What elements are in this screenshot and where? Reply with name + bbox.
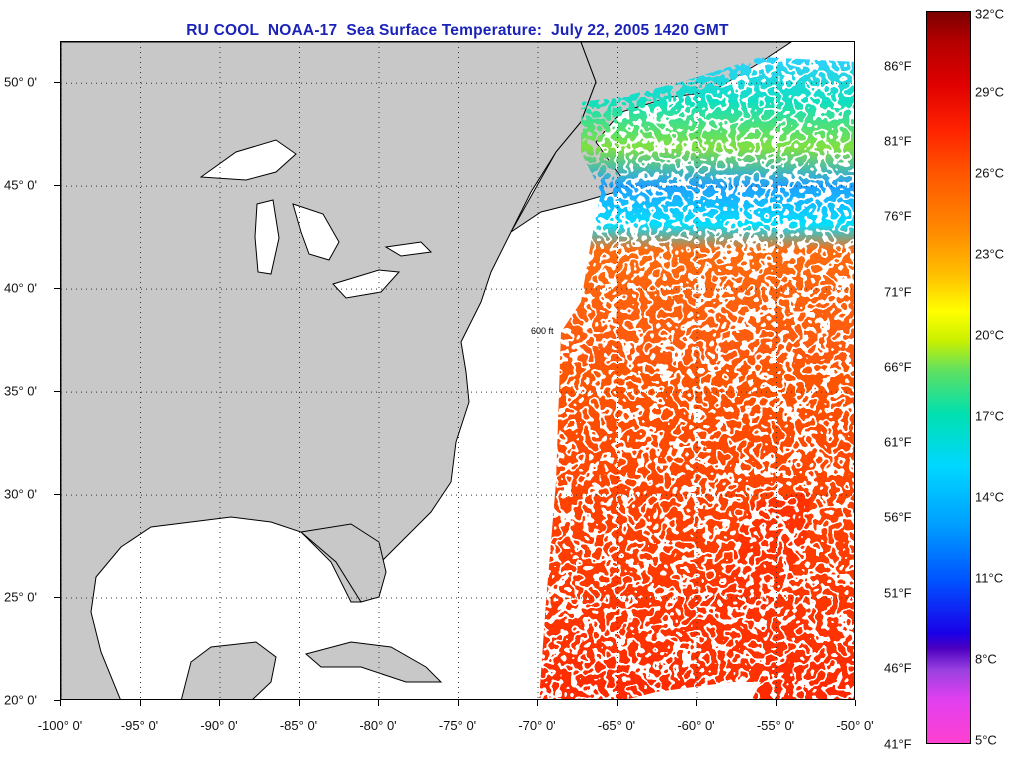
lon-tick (60, 700, 61, 706)
lon-tick-label: -50° 0' (836, 718, 874, 733)
lat-tick-label: 30° 0' (4, 486, 37, 502)
land-florida (299, 523, 387, 603)
lon-tick-label: -95° 0' (120, 718, 159, 733)
lon-tick (457, 700, 459, 706)
lon-tick (855, 700, 856, 706)
sst-map-graphic: 600 ft (61, 42, 854, 699)
lat-tick-label: 40° 0' (4, 280, 37, 296)
fahrenheit-label: 86°F (884, 58, 912, 74)
sst-swath (539, 57, 854, 699)
sst-map[interactable]: 600 ft (60, 41, 855, 700)
lat-tick-label: 35° 0' (4, 383, 37, 399)
lon-tick-label: -55° 0' (756, 718, 795, 733)
land-cuba (304, 641, 443, 683)
lat-tick (54, 82, 60, 84)
celsius-label: 8°C (975, 651, 997, 667)
lon-tick (219, 700, 220, 706)
lon-tick (537, 700, 538, 706)
celsius-label: 14°C (975, 489, 1005, 505)
lat-tick-label: 45° 0' (4, 177, 37, 193)
lat-tick (54, 391, 60, 393)
fahrenheit-label: 41°F (884, 736, 912, 752)
fahrenheit-label: 56°F (884, 509, 912, 525)
lon-tick-label: -75° 0' (438, 718, 477, 733)
lon-tick-label: -70° 0' (518, 718, 556, 733)
celsius-label: 20°C (975, 327, 1005, 343)
lon-tick (696, 700, 697, 706)
fahrenheit-label: 76°F (884, 208, 912, 224)
lake-superior (199, 139, 297, 181)
lon-tick-label: -65° 0' (597, 718, 636, 733)
lon-tick (378, 700, 379, 706)
sst-southern-band (661, 492, 811, 682)
lake-michigan (254, 199, 280, 275)
fahrenheit-label: 61°F (884, 434, 912, 450)
lon-tick-label: -60° 0' (677, 718, 715, 733)
map-title: RU COOL NOAA-17 Sea Surface Temperature:… (186, 22, 729, 39)
lon-tick (775, 700, 777, 706)
lon-tick (139, 700, 141, 706)
fahrenheit-label: 51°F (884, 585, 912, 601)
lake-huron (292, 203, 340, 261)
celsius-label: 5°C (975, 732, 997, 748)
lat-tick (54, 597, 60, 599)
temperature-colorbar (926, 11, 971, 744)
isobath-label: 600 ft (531, 326, 554, 336)
lat-tick-label: 50° 0' (4, 74, 37, 90)
lat-tick (54, 700, 60, 701)
lon-tick-label: -90° 0' (200, 718, 238, 733)
lon-tick-label: -85° 0' (279, 718, 318, 733)
lon-tick (616, 700, 618, 706)
fahrenheit-label: 81°F (884, 133, 912, 149)
lon-tick-label: -80° 0' (359, 718, 397, 733)
lat-tick-label: 20° 0' (4, 692, 37, 708)
celsius-label: 23°C (975, 246, 1005, 262)
lon-tick (298, 700, 300, 706)
land-yucatan (180, 641, 277, 699)
celsius-label: 26°C (975, 165, 1005, 181)
lake-erie-ontario (332, 241, 433, 299)
fahrenheit-label: 66°F (884, 359, 912, 375)
lon-tick-label: -100° 0' (37, 718, 83, 733)
celsius-label: 29°C (975, 84, 1005, 100)
celsius-label: 17°C (975, 408, 1005, 424)
celsius-label: 32°C (975, 6, 1005, 22)
lat-tick-label: 25° 0' (4, 589, 37, 605)
fahrenheit-label: 71°F (884, 284, 912, 300)
land-north-america (61, 42, 597, 699)
lat-tick (54, 288, 60, 290)
lat-tick (54, 494, 60, 496)
celsius-label: 11°C (975, 570, 1004, 586)
fahrenheit-label: 46°F (884, 660, 912, 676)
lat-tick (54, 185, 60, 187)
